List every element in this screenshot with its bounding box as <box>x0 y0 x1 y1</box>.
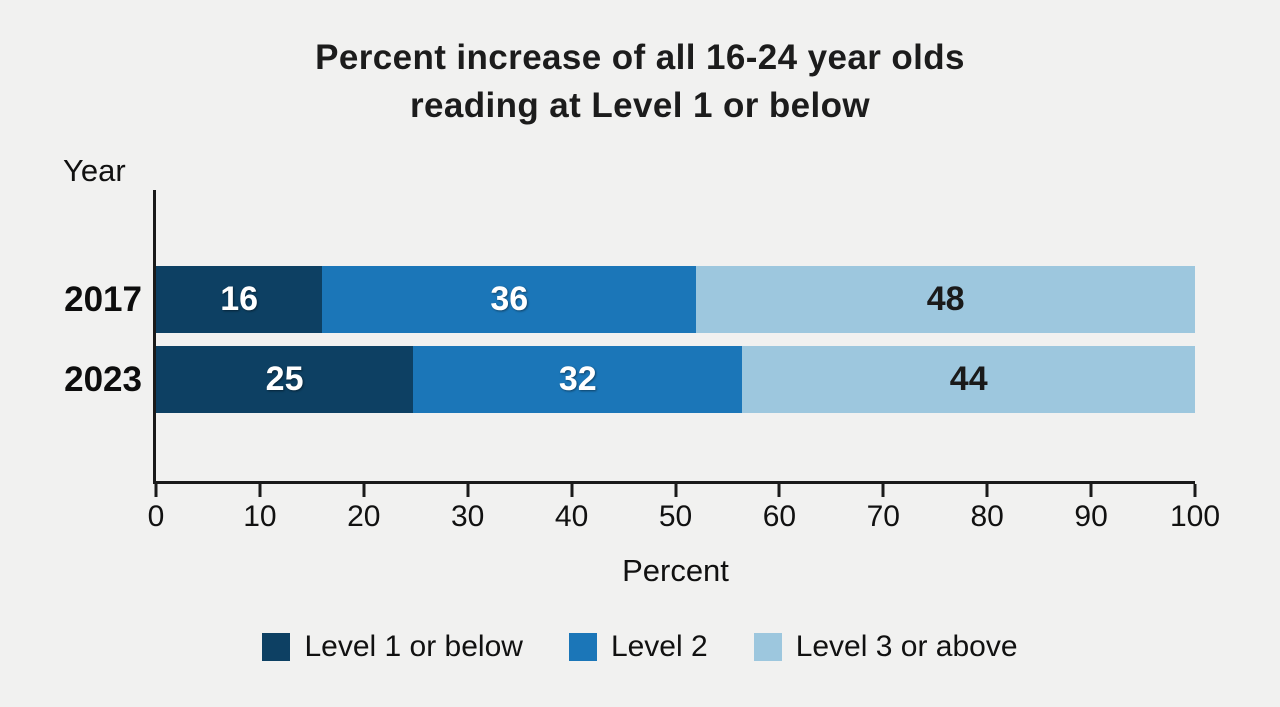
x-tick-60 <box>777 484 781 497</box>
x-tick-0 <box>154 484 158 497</box>
bar-2023: 25 32 44 <box>156 346 1196 413</box>
x-tick-label-40: 40 <box>554 500 589 533</box>
x-tick-90 <box>1089 484 1093 497</box>
legend-swatch-level-3-or-above <box>753 633 782 661</box>
x-tick-20 <box>362 484 366 497</box>
x-tick-label-80: 80 <box>970 500 1004 533</box>
chart-title: Percent increase of all 16-24 year olds … <box>0 34 1280 130</box>
x-tick-label-50: 50 <box>658 500 693 533</box>
legend: Level 1 or below Level 2 Level 3 or above <box>0 630 1280 664</box>
x-tick-label-70: 70 <box>866 500 900 533</box>
legend-item-level-1-or-below: Level 1 or below <box>262 630 523 664</box>
y-axis-label: Year <box>63 153 126 188</box>
x-tick-100 <box>1193 484 1197 497</box>
bar-2017: 16 36 48 <box>156 266 1195 333</box>
legend-label-level-3-or-above: Level 3 or above <box>795 630 1018 663</box>
x-tick-label-20: 20 <box>347 500 381 533</box>
category-label-2023: 2023 <box>64 360 142 399</box>
legend-swatch-level-1-or-below <box>262 633 291 661</box>
segment-2017-level-3-or-above: 48 <box>696 266 1195 333</box>
segment-2023-level-2: 32 <box>413 346 743 413</box>
plot-area: Percent 16 36 48 2017 25 32 44 2023 0 10 20 30 40 50 6… <box>64 190 1220 588</box>
chart-title-line-1: Percent increase of all 16-24 year olds <box>315 38 965 77</box>
x-tick-label-10: 10 <box>243 500 277 533</box>
x-tick-40 <box>570 484 574 497</box>
x-tick-30 <box>466 484 470 497</box>
segment-2023-level-3-or-above: 44 <box>742 346 1196 413</box>
x-tick-50 <box>674 484 677 497</box>
chart-title-line-2: reading at Level 1 or below <box>409 86 871 125</box>
segment-2017-level-1-or-below: 16 <box>156 266 323 333</box>
x-tick-label-100: 100 <box>1169 500 1221 533</box>
legend-label-level-2: Level 2 <box>610 630 708 663</box>
legend-label-level-1-or-below: Level 1 or below <box>304 630 523 663</box>
segment-2023-level-1-or-below: 25 <box>156 346 414 413</box>
legend-item-level-3-or-above: Level 3 or above <box>753 630 1018 664</box>
x-tick-80 <box>985 484 989 497</box>
x-tick-label-90: 90 <box>1074 500 1108 533</box>
legend-swatch-level-2 <box>568 633 597 661</box>
x-tick-label-60: 60 <box>762 500 797 533</box>
x-tick-label-30: 30 <box>451 500 485 533</box>
category-label-2017: 2017 <box>64 280 142 319</box>
legend-item-level-2: Level 2 <box>568 630 708 664</box>
x-axis-label: Percent <box>622 553 729 588</box>
segment-2017-level-2: 36 <box>322 266 697 333</box>
x-tick-label-0: 0 <box>147 500 165 533</box>
x-tick-70 <box>881 484 885 497</box>
x-tick-10 <box>258 484 262 497</box>
